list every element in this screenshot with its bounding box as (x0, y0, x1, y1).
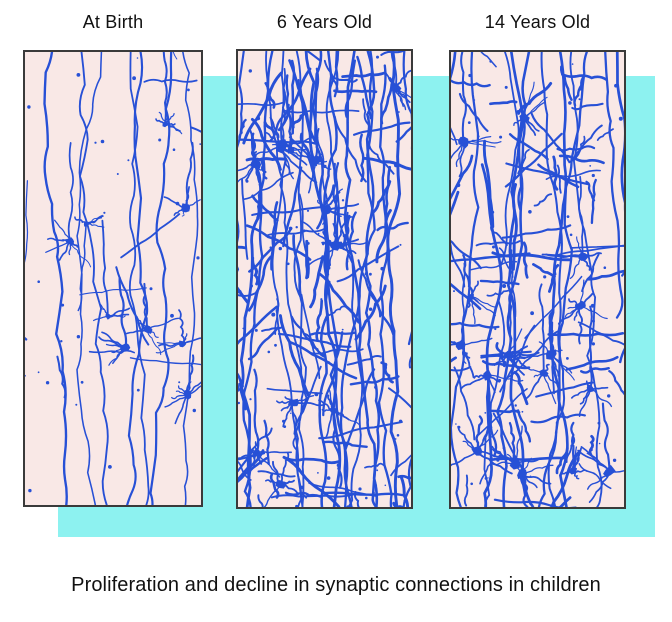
neuron-drawing-at-birth (25, 52, 201, 505)
panel-title-14-years-old: 14 Years Old (484, 12, 591, 32)
neuron-drawing-6-years-old (238, 51, 411, 507)
panel-title-at-birth: At Birth (82, 12, 144, 32)
panel-title-6-years-old: 6 Years Old (276, 12, 373, 32)
panel-at-birth (23, 50, 203, 507)
figure-caption: Proliferation and decline in synaptic co… (71, 574, 601, 596)
neuron-drawing-14-years-old (451, 52, 624, 507)
panel-14-years-old (449, 50, 626, 509)
panel-6-years-old (236, 49, 413, 509)
